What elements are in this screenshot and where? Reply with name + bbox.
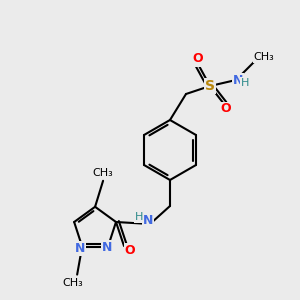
Text: CH₃: CH₃ <box>93 168 113 178</box>
Text: N: N <box>233 74 243 86</box>
Text: N: N <box>102 241 112 254</box>
Text: N: N <box>143 214 153 227</box>
Text: S: S <box>205 79 215 93</box>
Text: O: O <box>221 103 231 116</box>
Text: CH₃: CH₃ <box>254 52 274 62</box>
Text: O: O <box>193 52 203 65</box>
Text: H: H <box>241 78 249 88</box>
Text: H: H <box>135 212 143 222</box>
Text: O: O <box>125 244 135 256</box>
Text: N: N <box>75 242 85 255</box>
Text: CH₃: CH₃ <box>63 278 83 288</box>
